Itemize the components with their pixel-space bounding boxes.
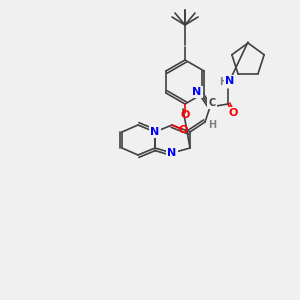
Text: N: N: [150, 127, 160, 137]
Text: O: O: [228, 108, 238, 118]
Text: O: O: [178, 125, 188, 135]
Text: N: N: [192, 87, 202, 97]
Text: N: N: [225, 76, 235, 86]
Text: O: O: [180, 110, 190, 120]
Text: N: N: [167, 148, 177, 158]
Text: C: C: [208, 98, 216, 108]
Text: H: H: [219, 77, 227, 87]
Text: H: H: [208, 120, 216, 130]
